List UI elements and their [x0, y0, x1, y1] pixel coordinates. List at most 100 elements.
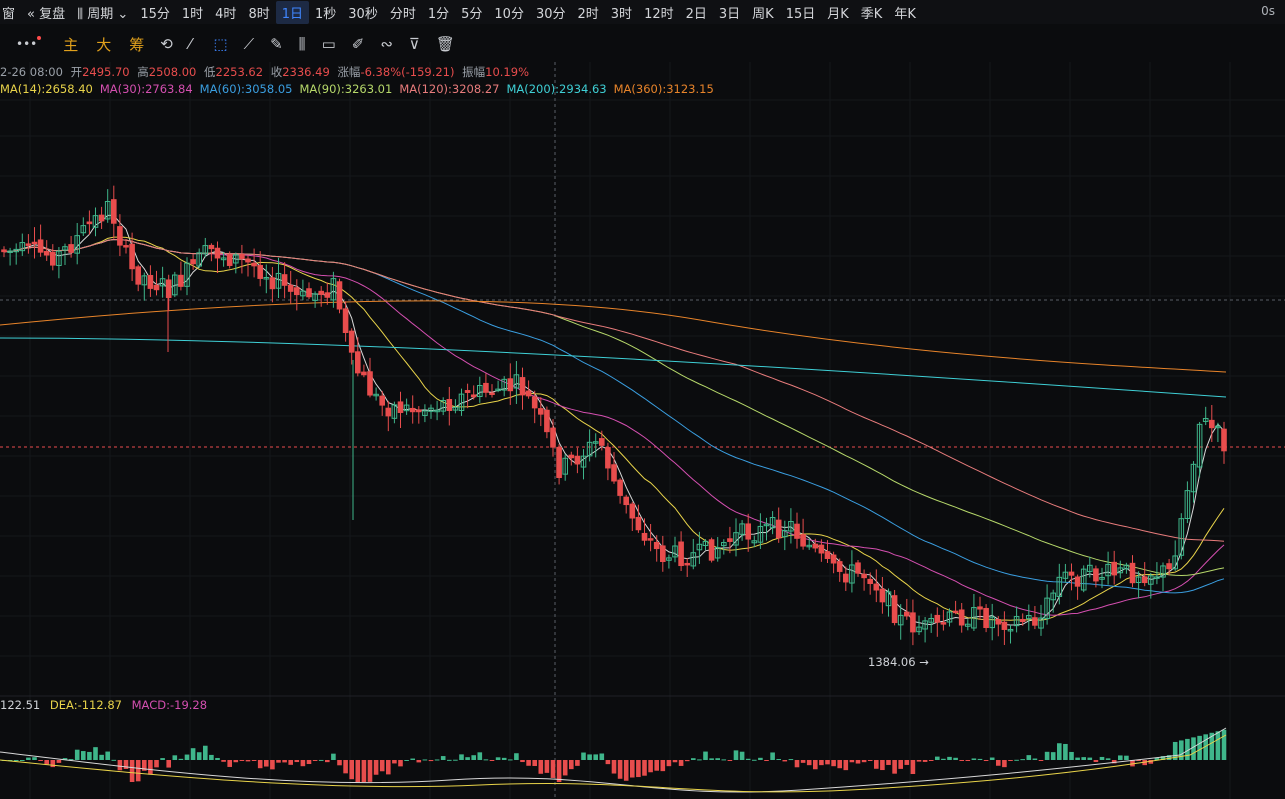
macd-bar [148, 760, 153, 775]
macd-bar [93, 747, 98, 760]
candle-body [672, 545, 678, 558]
macd-bar [1002, 760, 1007, 768]
chips-button[interactable]: 筹 [129, 35, 145, 54]
macd-bar [599, 753, 605, 760]
candle-body [31, 241, 38, 245]
macd-bar [831, 760, 836, 767]
candle-body [702, 540, 709, 547]
candle-body [1209, 419, 1215, 429]
more-button[interactable]: ••• [16, 36, 42, 51]
interval-15[interactable]: 2日 [685, 6, 707, 22]
trash-icon[interactable]: 🗑 [435, 35, 455, 53]
large-order-button[interactable]: 大 [96, 35, 112, 54]
macd-bar [965, 760, 971, 761]
interval-13[interactable]: 3时 [610, 6, 633, 22]
macd-legend: 122.51 DEA:-112.87 MACD:-19.28 [0, 698, 207, 712]
candle-body [239, 253, 245, 260]
candles-tool-icon[interactable]: ⫼ [298, 35, 306, 53]
chart-grid [0, 62, 1285, 799]
interval-2[interactable]: 4时 [215, 6, 237, 22]
macd-bar [312, 760, 318, 761]
fuquan-button[interactable]: « 复盘 [21, 3, 71, 22]
macd-bar [7, 760, 13, 761]
candle-body [928, 617, 935, 623]
macd-bar [526, 760, 531, 766]
candle-body [989, 616, 996, 629]
macd-bar [989, 757, 995, 760]
interval-18[interactable]: 15日 [785, 6, 816, 22]
macd-bar [239, 760, 245, 761]
candle-body [403, 404, 410, 412]
macd-bar [532, 760, 537, 767]
window-button[interactable]: 窗 [2, 6, 16, 22]
candle-body [1044, 597, 1050, 620]
magnet-icon[interactable]: ∾ [380, 35, 393, 53]
interval-17[interactable]: 周K [752, 6, 774, 22]
more-icon: ••• [16, 37, 38, 51]
macd-bar [556, 760, 562, 782]
candle-body [397, 401, 404, 413]
ruler-icon[interactable]: ⟋ [243, 35, 255, 53]
macd-bar [379, 760, 385, 772]
interval-10[interactable]: 10分 [494, 6, 524, 22]
open-label: 开 [70, 65, 83, 79]
filter-icon[interactable]: ⊽ [408, 35, 420, 53]
macd-bar [471, 755, 476, 760]
ma-legend-item-6: MA(360):3123.15 [613, 82, 714, 96]
brush-icon[interactable]: ⁄ [188, 35, 192, 53]
sync-icon[interactable]: ⟲ [160, 35, 173, 53]
interval-3[interactable]: 8时 [248, 6, 270, 22]
candle-body [281, 274, 288, 286]
macd-bar [855, 760, 861, 764]
macd-bar [684, 760, 690, 762]
macd-bar [257, 760, 263, 769]
interval-16[interactable]: 3日 [718, 6, 741, 22]
interval-4[interactable]: 1日 [275, 0, 309, 24]
macd-bar [764, 760, 769, 761]
interval-12[interactable]: 2时 [577, 6, 599, 22]
main-indicator-button[interactable]: 主 [63, 35, 79, 54]
macd-bar [282, 760, 287, 763]
macd-bar [87, 751, 92, 760]
macd-bar [788, 759, 794, 761]
candle-body [123, 245, 129, 248]
interval-14[interactable]: 12时 [644, 6, 674, 22]
macd-bar [264, 760, 269, 767]
double-chevron-left-icon: « [27, 6, 35, 22]
close-value: 2336.49 [282, 65, 330, 79]
interval-6[interactable]: 30秒 [348, 6, 378, 22]
candlesticks [1, 185, 1227, 646]
candle-body [361, 371, 367, 376]
candle-body [910, 612, 916, 633]
macd-bar [26, 757, 31, 760]
macd-bar [13, 760, 19, 761]
macd-bar [386, 760, 391, 775]
interval-7[interactable]: 分时 [389, 6, 416, 22]
candle-body [873, 583, 880, 591]
candle-body [867, 578, 874, 584]
note-icon[interactable]: ✐ [351, 35, 365, 53]
ohlc-info: 2-26 08:00 开2495.70 高2508.00 低2253.62 收2… [0, 64, 529, 80]
period-dropdown[interactable]: ⫼ 周期 ⌄ [71, 3, 134, 22]
lock-icon[interactable]: ▭ [321, 35, 336, 53]
interval-11[interactable]: 30分 [535, 6, 566, 22]
macd-bar [1221, 729, 1227, 760]
interval-0[interactable]: 15分 [140, 6, 170, 22]
macd-bar [721, 759, 727, 761]
cursor-icon[interactable]: ⬚ [213, 35, 228, 53]
interval-5[interactable]: 1秒 [315, 6, 337, 22]
interval-19[interactable]: 月K [827, 6, 849, 22]
macd-bar [81, 751, 86, 760]
interval-9[interactable]: 5分 [461, 6, 483, 22]
interval-21[interactable]: 年K [894, 6, 916, 22]
interval-20[interactable]: 季K [860, 6, 883, 22]
interval-1[interactable]: 1时 [181, 6, 204, 22]
candle-body [1202, 417, 1209, 422]
candle-body [562, 457, 569, 475]
pen-icon[interactable]: ✎ [270, 35, 283, 53]
interval-8[interactable]: 1分 [427, 6, 450, 22]
ma-legend-item-2: MA(60):3058.05 [199, 82, 293, 96]
candle-body [1056, 576, 1063, 597]
macd-bar [636, 760, 641, 778]
